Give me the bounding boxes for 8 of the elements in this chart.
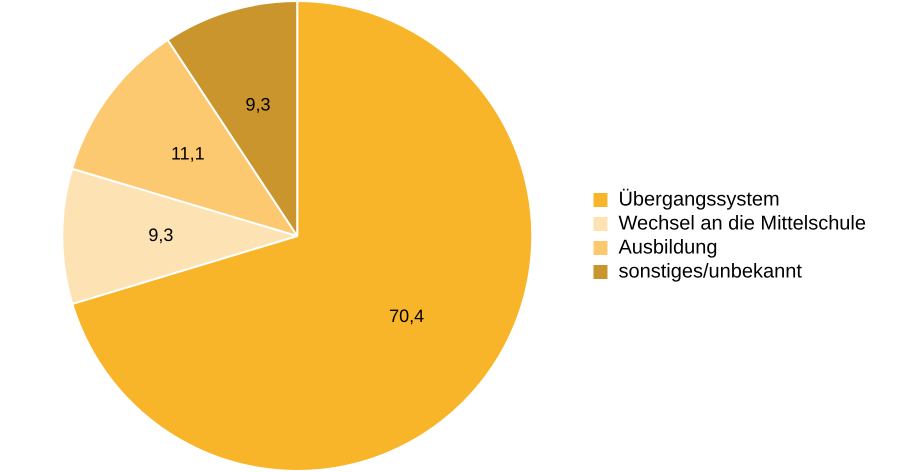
legend-label: Ausbildung	[618, 236, 718, 259]
data-label: 11,1	[170, 144, 205, 164]
legend-label: Übergangssystem	[618, 188, 780, 211]
legend-label: sonstiges/unbekannt	[618, 260, 802, 283]
data-label: 70,4	[389, 306, 424, 326]
legend-label: Wechsel an die Mittelschule	[618, 212, 866, 235]
data-label: 9,3	[148, 225, 174, 246]
data-label: 9,3	[246, 94, 271, 114]
